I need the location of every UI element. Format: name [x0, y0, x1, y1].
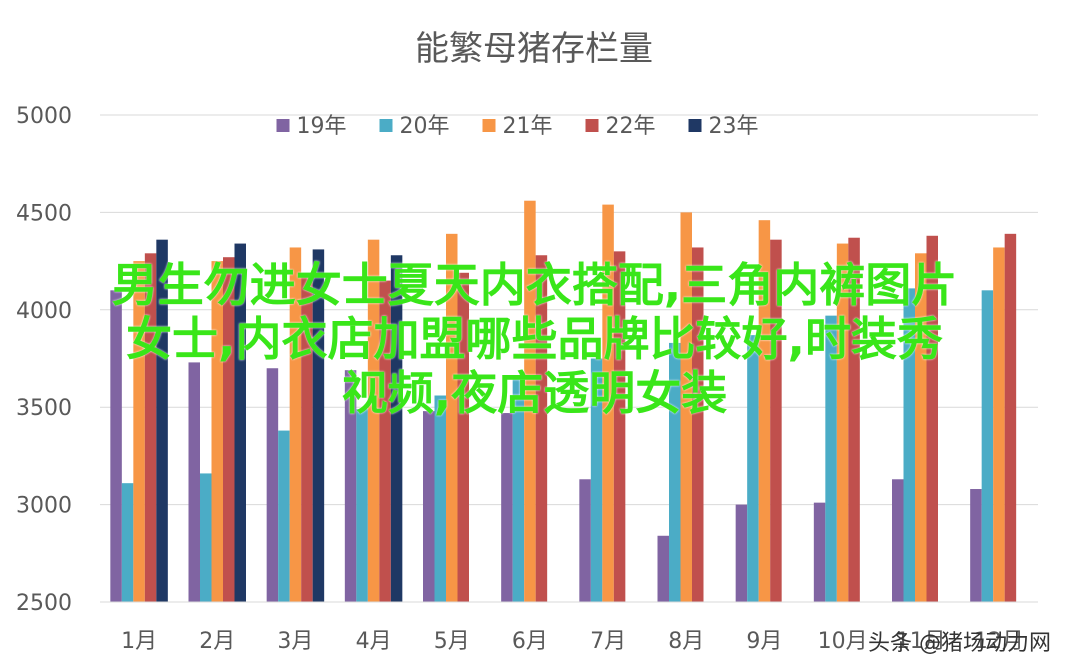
y-axis: 5000 4500 4000 3500 3000 2500 [16, 104, 72, 616]
bar [356, 409, 368, 602]
overlay-line-1: 男生勿进女士夏天内衣搭配,三角内裤图片 [111, 258, 958, 312]
x-tick-label: 5月 [434, 629, 470, 654]
legend-swatch [585, 119, 599, 132]
overlay-caption: 男生勿进女士夏天内衣搭配,三角内裤图片 女士,内衣店加盟哪些品牌比较好,时装秀 … [0, 258, 1069, 420]
overlay-line-3: 视频,夜店透明女装 [341, 366, 728, 420]
x-tick-label: 12月 [974, 629, 1024, 654]
watermark: 头条 @猪场动力网 [868, 631, 1051, 656]
bar [110, 290, 122, 602]
bar [211, 261, 223, 602]
x-tick-label: 6月 [512, 629, 548, 654]
y-tick-label: 4000 [16, 299, 72, 324]
bar [223, 257, 235, 602]
y-tick-label: 4500 [16, 201, 72, 226]
bar [278, 430, 290, 602]
bar [379, 280, 391, 602]
bar [926, 235, 938, 602]
x-axis: 1月 2月 3月 4月 5月 6月 7月 8月 9月 10月 11月 12月 [100, 601, 1038, 654]
bar [825, 315, 837, 602]
bar [200, 473, 212, 602]
bar [848, 237, 860, 602]
bar [813, 502, 826, 602]
bar [156, 239, 168, 602]
bar [692, 247, 704, 603]
bar [289, 247, 302, 603]
x-tick-label: 2月 [199, 629, 235, 654]
bar [446, 233, 458, 602]
legend-label: 23年 [709, 114, 759, 139]
legend-swatch [688, 119, 702, 132]
chart-title: 能繁母猪存栏量 [415, 29, 653, 69]
bar [892, 479, 904, 602]
bar [590, 358, 603, 602]
bar [312, 249, 325, 603]
x-tick-label: 10月 [818, 629, 868, 654]
y-tick-label: 2500 [16, 591, 72, 616]
x-tick-label: 11月 [896, 629, 946, 654]
bar [602, 204, 614, 602]
bar [512, 377, 525, 602]
y-tick-label: 3000 [16, 494, 72, 519]
bar [390, 255, 403, 603]
bar [501, 413, 513, 602]
bar [121, 483, 134, 602]
x-tick-label: 9月 [746, 629, 782, 654]
x-tick-label: 1月 [121, 629, 157, 654]
bar [758, 220, 771, 602]
bar [579, 479, 591, 602]
bar [133, 261, 145, 602]
y-tick-label: 5000 [16, 104, 72, 129]
legend-label: 21年 [503, 114, 553, 139]
bar [188, 362, 200, 602]
bar [915, 253, 927, 603]
legend-label: 22年 [606, 114, 656, 139]
bar [680, 212, 692, 602]
bar [524, 200, 536, 602]
bar [735, 504, 748, 602]
bar [657, 535, 669, 602]
bar [234, 243, 246, 602]
legend-swatch [276, 119, 290, 132]
x-tick-label: 4月 [356, 629, 392, 654]
y-tick-label: 3500 [16, 396, 72, 421]
x-tick-label: 3月 [277, 629, 313, 654]
bar [613, 251, 626, 603]
legend: 19年 20年 21年 22年 23年 [276, 114, 759, 139]
bar [669, 342, 681, 602]
bar [836, 243, 849, 602]
legend-swatch [379, 119, 393, 132]
legend-label: 19年 [297, 114, 347, 139]
x-tick-label: 8月 [668, 629, 704, 654]
bar [457, 272, 469, 602]
bar [747, 335, 759, 602]
bar [367, 239, 380, 602]
legend-swatch [482, 119, 496, 132]
bar [1004, 233, 1017, 602]
bar [993, 247, 1005, 603]
bar [301, 274, 313, 602]
x-tick-label: 7月 [590, 629, 626, 654]
bar [434, 395, 446, 602]
bars [110, 200, 1017, 603]
legend-label: 20年 [400, 114, 450, 139]
bar [423, 411, 435, 602]
bar [144, 253, 157, 603]
overlay-line-2: 女士,内衣店加盟哪些品牌比较好,时装秀 [126, 312, 943, 366]
bar [535, 255, 548, 603]
bar [266, 368, 279, 602]
bar [344, 370, 357, 602]
bar [770, 239, 782, 602]
bar [903, 288, 915, 602]
bar [981, 290, 994, 602]
bar [970, 489, 982, 602]
